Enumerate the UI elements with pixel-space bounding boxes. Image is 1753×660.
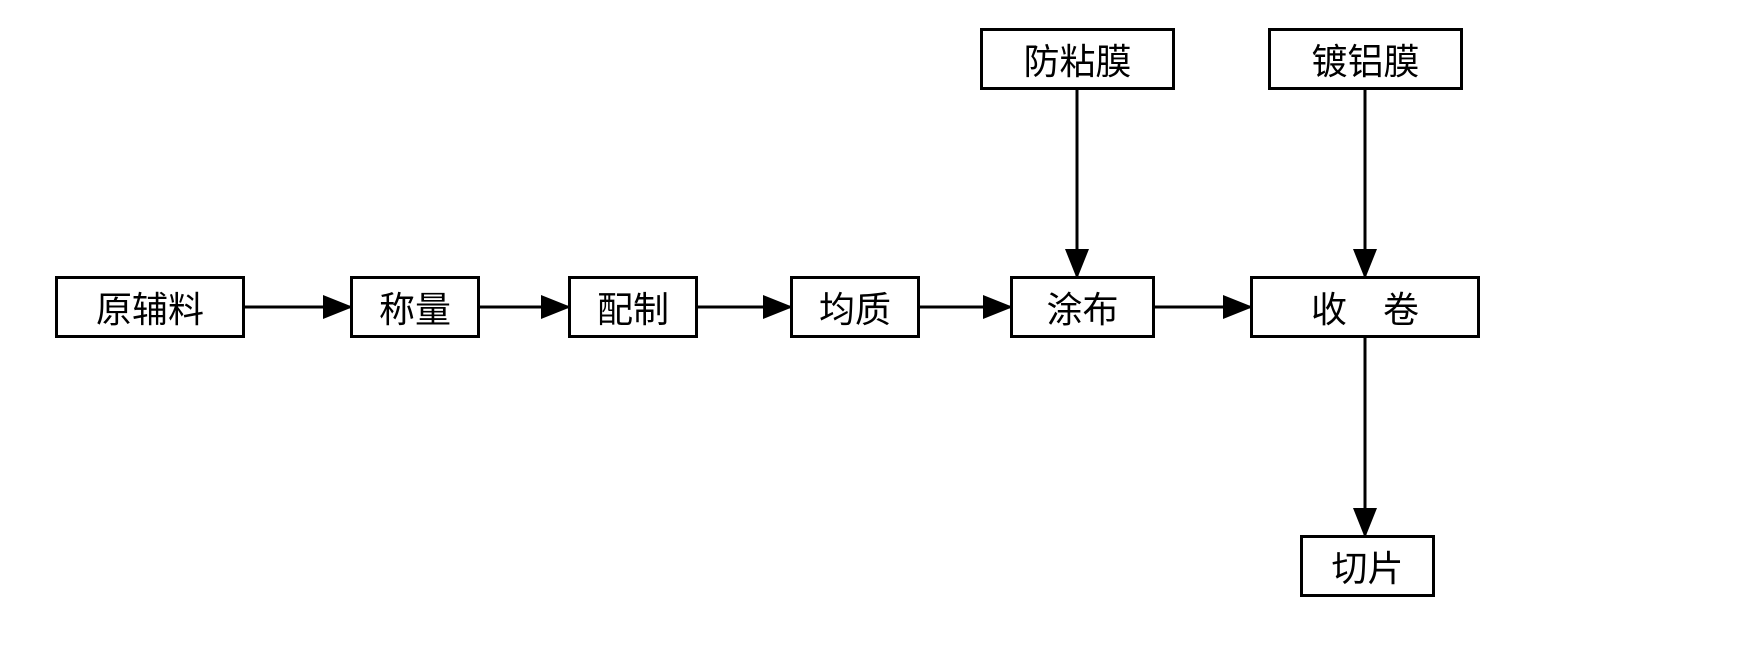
flowchart-node-antistick: 防粘膜 — [980, 28, 1175, 90]
flowchart-node-label: 防粘膜 — [1023, 33, 1131, 85]
flowchart-node-label: 均质 — [819, 281, 891, 333]
flowchart-node-label: 涂布 — [1046, 281, 1118, 333]
flowchart-node-wind: 收 卷 — [1250, 276, 1480, 338]
flowchart-node-weigh: 称量 — [350, 276, 480, 338]
flowchart-node-label: 收 卷 — [1311, 281, 1419, 333]
flowchart-node-coat: 涂布 — [1010, 276, 1155, 338]
flowchart-node-homogenize: 均质 — [790, 276, 920, 338]
flowchart-node-prepare: 配制 — [568, 276, 698, 338]
flowchart-node-label: 称量 — [379, 281, 451, 333]
flowchart-node-alufilm: 镀铝膜 — [1268, 28, 1463, 90]
flowchart-node-raw: 原辅料 — [55, 276, 245, 338]
flowchart-node-slice: 切片 — [1300, 535, 1435, 597]
flowchart-node-label: 配制 — [597, 281, 669, 333]
flowchart-node-label: 镀铝膜 — [1311, 33, 1419, 85]
flowchart-node-label: 原辅料 — [96, 281, 204, 333]
flowchart-node-label: 切片 — [1331, 540, 1403, 592]
